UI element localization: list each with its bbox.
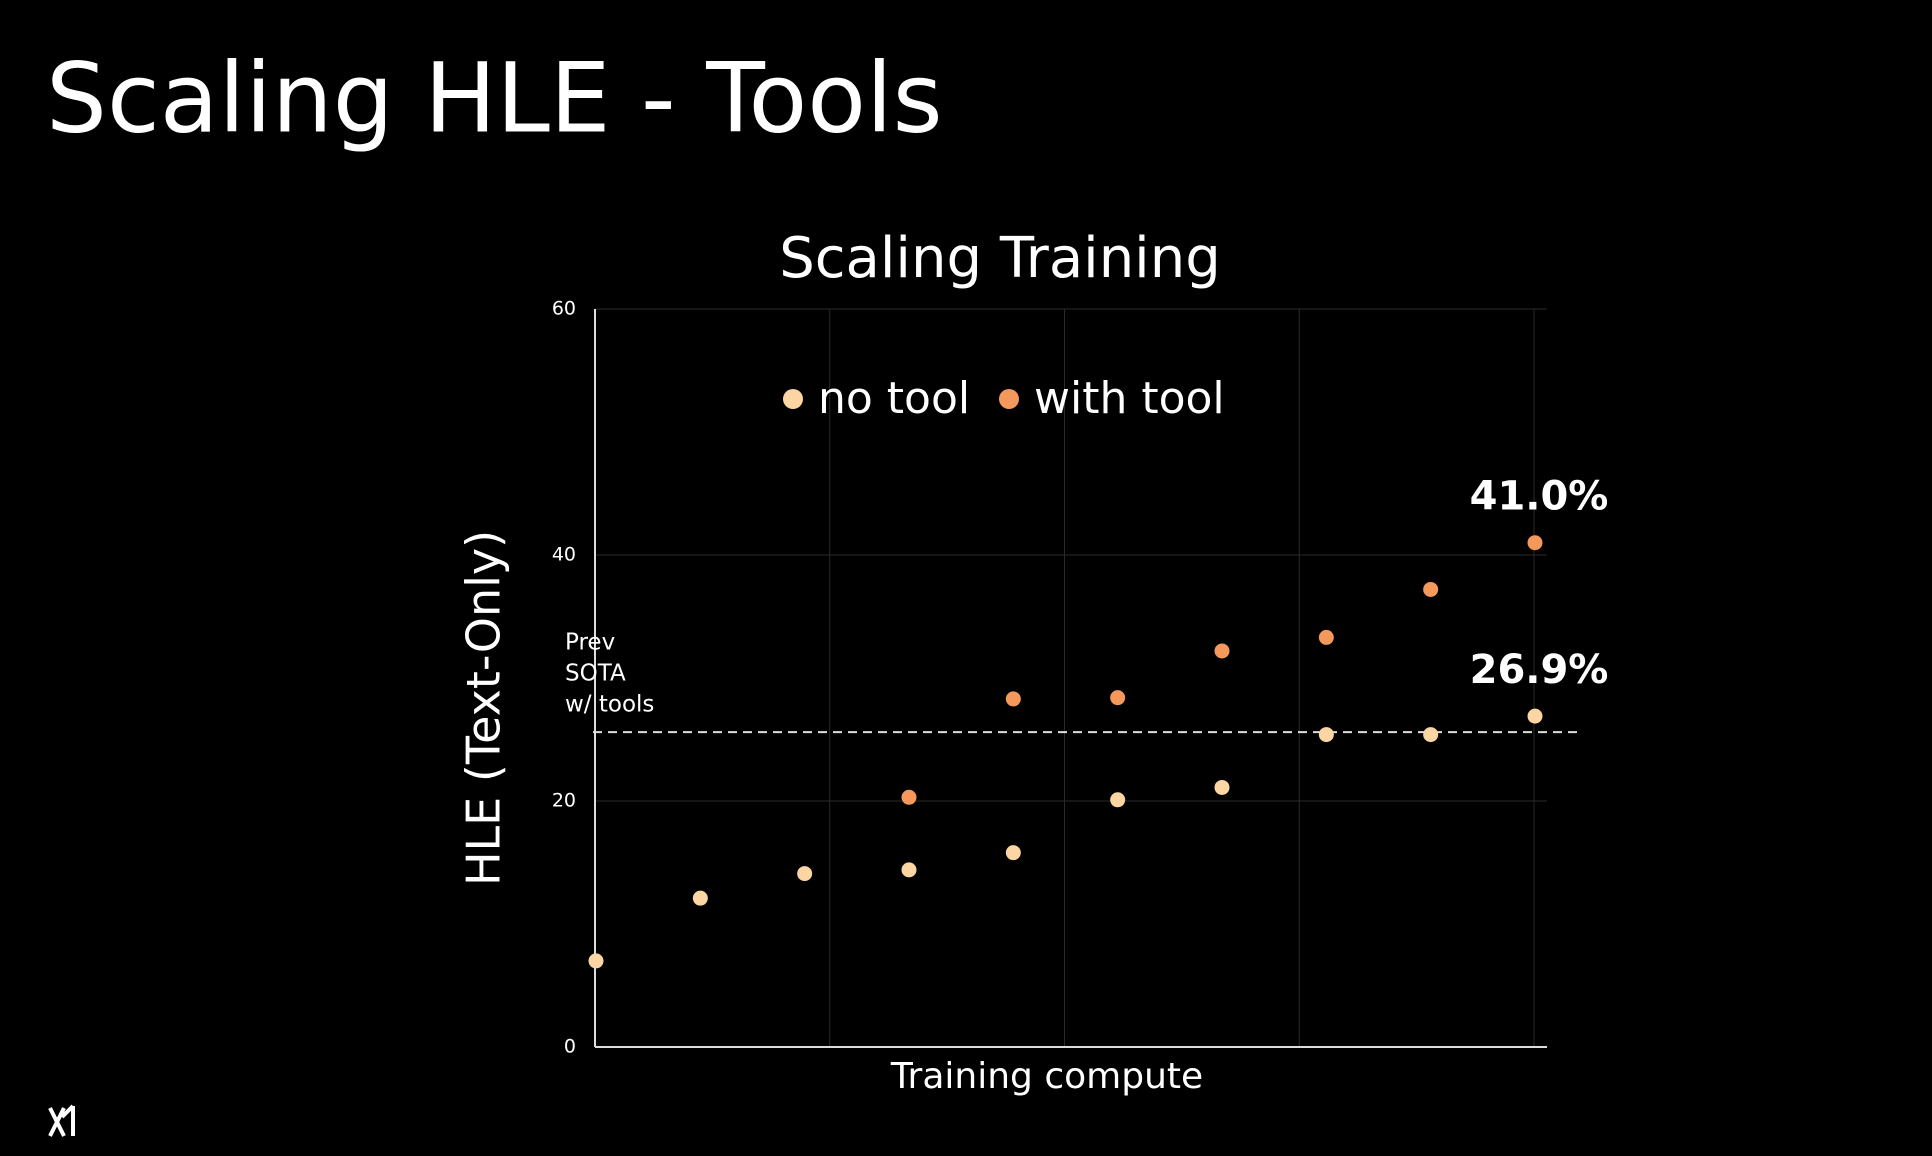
point bbox=[901, 862, 917, 878]
point bbox=[1110, 690, 1126, 706]
point bbox=[1318, 727, 1334, 743]
y-axis-label: HLE (Text-Only) bbox=[457, 530, 511, 886]
point bbox=[1423, 581, 1439, 597]
reference-label: Prev bbox=[565, 630, 615, 656]
reference-label: w/ tools bbox=[565, 692, 654, 718]
point bbox=[1527, 708, 1543, 724]
point bbox=[1110, 792, 1126, 808]
y-tick-label: 60 bbox=[552, 298, 576, 320]
legend-label: with tool bbox=[1034, 373, 1225, 424]
point bbox=[1318, 629, 1334, 645]
y-tick-label: 20 bbox=[552, 790, 576, 812]
point bbox=[1214, 643, 1230, 659]
point bbox=[1005, 845, 1021, 861]
value-label: 26.9% bbox=[1470, 647, 1609, 693]
point bbox=[797, 866, 813, 882]
reference-label: SOTA bbox=[565, 661, 626, 687]
legend-marker bbox=[783, 389, 803, 409]
y-tick-label: 40 bbox=[552, 544, 576, 566]
point bbox=[1005, 691, 1021, 707]
point bbox=[1214, 779, 1230, 795]
point bbox=[692, 890, 708, 906]
point bbox=[588, 953, 604, 969]
point bbox=[901, 789, 917, 805]
x-axis-label: Training compute bbox=[890, 1056, 1203, 1097]
point bbox=[1423, 727, 1439, 743]
legend-marker bbox=[999, 389, 1019, 409]
logo bbox=[48, 1104, 75, 1137]
point bbox=[1527, 535, 1543, 551]
slide-title: Scaling HLE - Tools bbox=[46, 42, 943, 154]
y-tick-label: 0 bbox=[564, 1036, 576, 1058]
chart-title: Scaling Training bbox=[779, 226, 1221, 291]
value-label: 41.0% bbox=[1470, 474, 1609, 520]
legend-label: no tool bbox=[818, 373, 970, 424]
